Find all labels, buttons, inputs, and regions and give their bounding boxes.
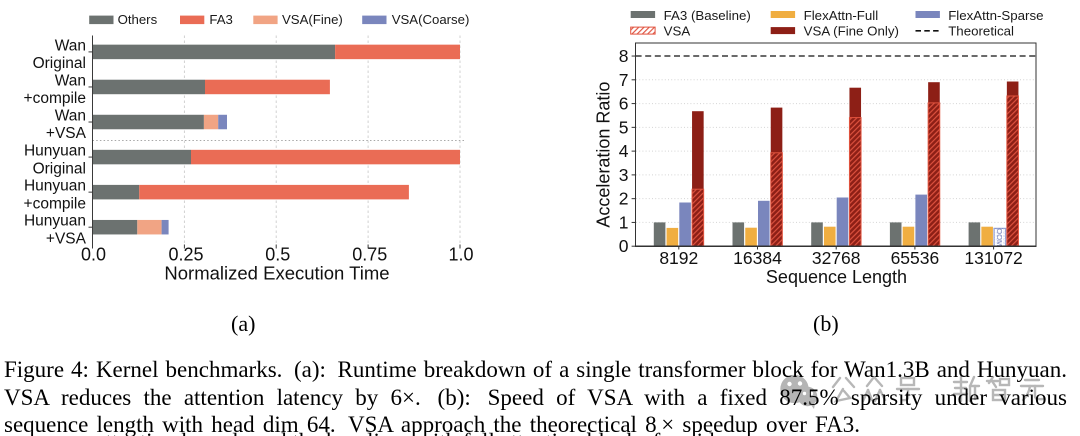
- svg-text:Hunyuan: Hunyuan: [24, 178, 86, 195]
- svg-text:Wan: Wan: [55, 108, 86, 125]
- svg-text:Sequence Length: Sequence Length: [766, 267, 907, 287]
- svg-text:+compile: +compile: [24, 195, 86, 212]
- svg-text:1.0: 1.0: [448, 245, 473, 265]
- svg-text:8: 8: [619, 46, 629, 66]
- svg-text:3: 3: [619, 165, 629, 185]
- svg-text:0.25: 0.25: [168, 245, 203, 265]
- svg-text:0: 0: [619, 236, 629, 256]
- svg-text:Hunyuan: Hunyuan: [24, 143, 86, 160]
- svg-text:5: 5: [619, 117, 629, 137]
- svg-text:1: 1: [619, 212, 629, 232]
- svg-text:0.0: 0.0: [81, 245, 106, 265]
- svg-text:+compile: +compile: [24, 90, 86, 107]
- svg-text:Wan: Wan: [55, 73, 86, 90]
- svg-text:4: 4: [619, 141, 629, 161]
- svg-text:VSA: VSA: [664, 24, 691, 39]
- svg-text:32768: 32768: [812, 248, 861, 268]
- svg-text:65536: 65536: [891, 248, 940, 268]
- svg-text:VSA(Fine): VSA(Fine): [282, 12, 343, 27]
- svg-text:FA3 (Baseline): FA3 (Baseline): [664, 8, 751, 23]
- svg-text:131072: 131072: [964, 248, 1022, 268]
- svg-text:0.5: 0.5: [265, 245, 290, 265]
- svg-text:2: 2: [619, 189, 629, 209]
- svg-text:Others: Others: [118, 12, 158, 27]
- svg-text:6: 6: [619, 94, 629, 114]
- svg-text:7: 7: [619, 70, 629, 90]
- svg-text:Theoretical: Theoretical: [948, 24, 1014, 39]
- svg-text:VSA (Fine Only): VSA (Fine Only): [804, 24, 899, 39]
- svg-text:FlexAttn-Sparse: FlexAttn-Sparse: [948, 8, 1043, 23]
- svg-text:8192: 8192: [659, 248, 698, 268]
- svg-text:Acceleration Ratio: Acceleration Ratio: [594, 82, 614, 228]
- svg-text:0.75: 0.75: [352, 245, 387, 265]
- svg-text:FlexAttn-Full: FlexAttn-Full: [804, 8, 879, 23]
- svg-text:Wan: Wan: [55, 37, 86, 54]
- svg-text:Hunyuan: Hunyuan: [24, 213, 86, 230]
- svg-text:FA3: FA3: [209, 12, 232, 27]
- svg-text:Normalized Execution Time: Normalized Execution Time: [164, 263, 389, 284]
- svg-text:16384: 16384: [733, 248, 782, 268]
- svg-text:Original: Original: [33, 160, 86, 177]
- svg-text:+VSA: +VSA: [46, 230, 87, 247]
- svg-text:OOM: OOM: [995, 228, 1004, 246]
- svg-text:Original: Original: [33, 55, 86, 72]
- svg-text:+VSA: +VSA: [46, 125, 87, 142]
- svg-text:VSA(Coarse): VSA(Coarse): [392, 12, 470, 27]
